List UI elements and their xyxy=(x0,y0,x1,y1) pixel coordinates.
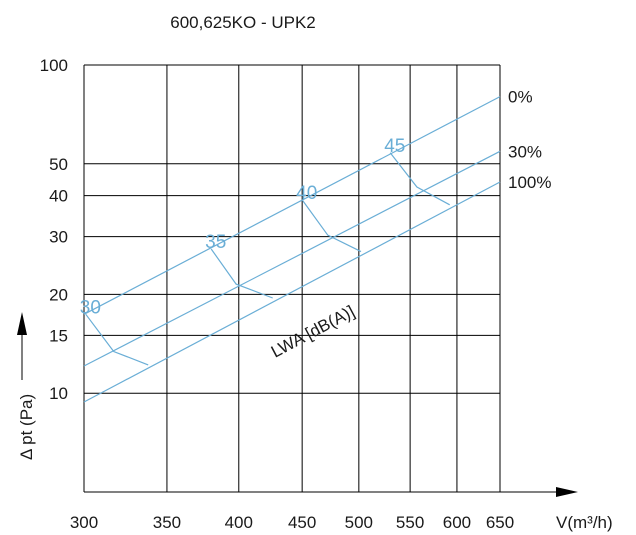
x-tick-400: 400 xyxy=(225,513,253,532)
series-line-0 xyxy=(83,96,501,315)
lwa-curves: 30 35 40 45 xyxy=(80,136,450,366)
x-tick-350: 350 xyxy=(153,513,181,532)
lwa-curve-label-40: 40 xyxy=(296,183,317,204)
axis-arrows xyxy=(17,312,578,497)
lwa-curve-label-45: 45 xyxy=(384,136,405,157)
y-axis-label: Δ pt (Pa) xyxy=(17,394,36,460)
series-line-1 xyxy=(83,150,501,367)
x-axis-label: V(m³/h) xyxy=(556,513,613,532)
grid xyxy=(83,64,501,493)
y-tick-50: 50 xyxy=(49,155,68,174)
lwa-curve-label-30: 30 xyxy=(80,297,101,318)
lwa-curve-35 xyxy=(210,248,273,299)
series-label-0: 0% xyxy=(508,88,533,107)
y-tick-30: 30 xyxy=(49,228,68,247)
x-tick-550: 550 xyxy=(396,513,424,532)
x-tick-labels: 300 350 400 450 500 550 600 650 xyxy=(70,513,514,532)
series-label-2: 100% xyxy=(508,173,551,192)
lwa-curve-45 xyxy=(389,152,450,206)
x-tick-500: 500 xyxy=(345,513,373,532)
lwa-curve-40 xyxy=(301,199,362,253)
chart-title: 600,625KO - UPK2 xyxy=(170,13,316,32)
y-tick-40: 40 xyxy=(49,187,68,206)
x-tick-600: 600 xyxy=(443,513,471,532)
x-tick-650: 650 xyxy=(486,513,514,532)
y-tick-100: 100 xyxy=(40,56,68,75)
lwa-label: LWA [dB(A)] xyxy=(268,302,358,362)
y-tick-labels: 10 15 20 30 40 50 100 xyxy=(40,56,68,403)
y-arrow-head xyxy=(17,312,27,335)
series-label-1: 30% xyxy=(508,142,542,161)
y-tick-10: 10 xyxy=(49,384,68,403)
x-tick-450: 450 xyxy=(288,513,316,532)
y-tick-15: 15 xyxy=(49,326,68,345)
series-lines: 0% 30% 100% xyxy=(83,88,551,403)
y-tick-20: 20 xyxy=(49,285,68,304)
series-line-2 xyxy=(83,181,501,403)
x-tick-300: 300 xyxy=(70,513,98,532)
lwa-curve-30 xyxy=(85,313,149,366)
x-arrow-head xyxy=(556,487,578,497)
lwa-curve-label-35: 35 xyxy=(205,232,226,253)
